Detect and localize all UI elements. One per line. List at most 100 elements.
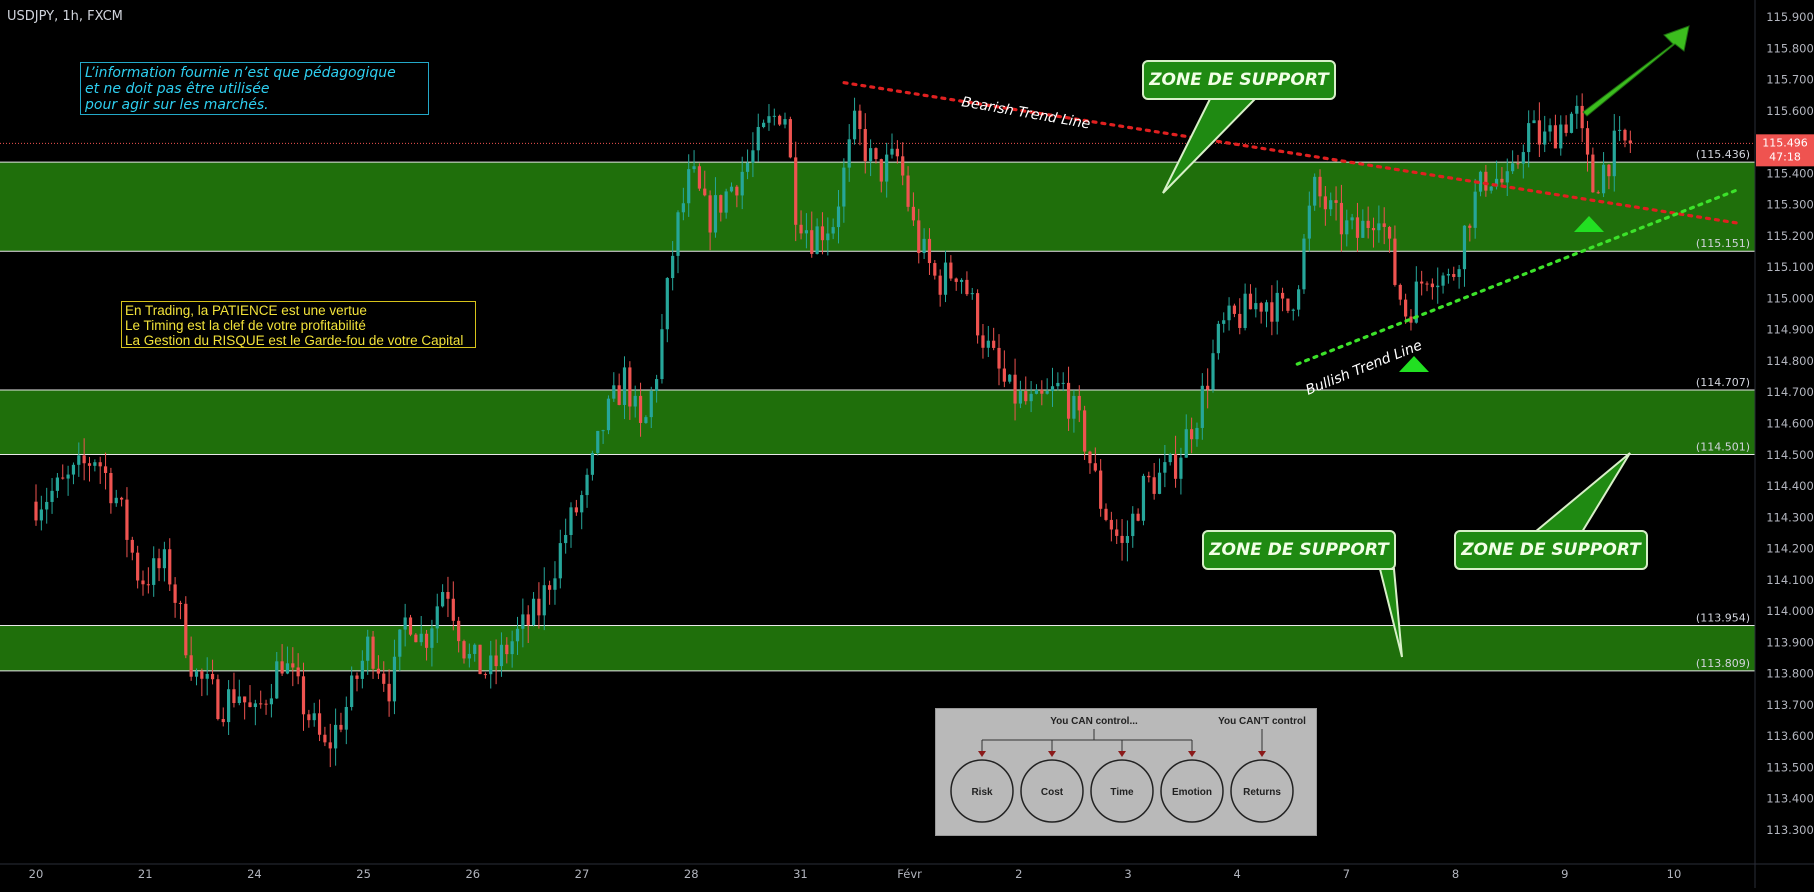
bear-candle-body: [1066, 382, 1071, 419]
bull-candle-body: [729, 186, 734, 192]
bear-candle-body: [494, 655, 498, 667]
support-zone-band: [0, 162, 1755, 252]
bull-candle-body: [751, 150, 755, 163]
bull-candle-body: [1350, 217, 1354, 221]
bear-candle-body: [1393, 238, 1397, 285]
bull-candle-body: [596, 430, 600, 453]
bear-candle-body: [997, 347, 1001, 369]
time-tick-label: 27: [575, 867, 590, 881]
bear-candle-body: [1398, 284, 1402, 300]
bear-candle-body: [548, 585, 552, 590]
bull-candle-body: [1548, 125, 1552, 132]
bull-candle-body: [1179, 457, 1183, 479]
price-tick-label: 113.800: [1766, 667, 1814, 681]
bull-candle-body: [1008, 374, 1012, 382]
bear-candle-body: [34, 501, 38, 521]
bull-candle-body: [39, 509, 43, 521]
symbol-title[interactable]: USDJPY, 1h, FXCM: [7, 9, 123, 24]
bear-candle-body: [387, 683, 391, 702]
bull-candle-body: [275, 661, 279, 699]
bear-candle-body: [1286, 298, 1290, 311]
price-tick-label: 113.900: [1766, 635, 1814, 649]
bull-candle-body: [1297, 289, 1301, 310]
bear-candle-body: [424, 633, 429, 648]
bull-candle-body: [1575, 105, 1579, 114]
cant-control-label: You CAN'T control: [1218, 716, 1306, 727]
bull-candle-body: [227, 689, 231, 723]
bear-candle-body: [301, 676, 306, 715]
bull-candle-body: [970, 293, 974, 295]
bear-candle-body: [243, 696, 247, 703]
bull-candle-body: [398, 629, 402, 657]
price-tick-label: 114.000: [1766, 604, 1814, 618]
bull-candle-body: [804, 230, 809, 234]
last-price-countdown: 47:18: [1769, 150, 1801, 163]
bear-candle-body: [906, 175, 910, 207]
bear-candle-body: [323, 734, 327, 743]
price-tick-label: 113.400: [1766, 792, 1814, 806]
bull-candle-body: [681, 203, 685, 213]
bull-candle-body: [852, 110, 857, 140]
price-tick-label: 114.100: [1766, 573, 1814, 587]
bull-candle-body: [1195, 427, 1199, 440]
price-tick-label: 113.300: [1766, 823, 1814, 837]
bull-candle-body: [1446, 274, 1451, 276]
bull-candle-body: [590, 452, 595, 475]
bull-candle-body: [831, 227, 835, 234]
bull-candle-body: [1302, 238, 1306, 290]
bear-candle-body: [1152, 477, 1156, 494]
price-tick-label: 115.400: [1766, 166, 1814, 180]
price-tick-label: 114.600: [1766, 417, 1814, 431]
bull-candle-body: [601, 430, 605, 432]
bear-candle-body: [1366, 220, 1370, 228]
bear-candle-body: [173, 584, 177, 603]
zone-top-level-label: (113.954): [1696, 611, 1750, 624]
time-tick-label: 9: [1561, 867, 1568, 881]
bull-candle-body: [633, 395, 637, 407]
bear-candle-body: [1115, 529, 1119, 536]
support-zone-band: [0, 390, 1755, 455]
wisdom-line: La Gestion du RISQUE est le Garde-fou de…: [125, 333, 464, 348]
bull-candle-body: [1569, 113, 1574, 133]
bear-candle-body: [1083, 410, 1087, 452]
bull-candle-body: [1478, 171, 1483, 192]
bull-candle-body: [564, 535, 568, 544]
bull-candle-body: [473, 644, 477, 654]
bear-candle-body: [1093, 463, 1097, 471]
bull-candle-body: [360, 660, 364, 679]
bear-candle-body: [232, 689, 236, 704]
bull-candle-body: [826, 233, 830, 241]
price-tick-label: 115.800: [1766, 41, 1814, 55]
bear-candle-body: [280, 661, 284, 674]
price-tick-label: 115.100: [1766, 260, 1814, 274]
bear-candle-body: [1099, 470, 1103, 509]
bear-candle-body: [200, 671, 204, 679]
price-tick-label: 114.800: [1766, 354, 1814, 368]
bear-candle-body: [1484, 171, 1488, 191]
bull-candle-body: [713, 195, 718, 233]
bear-candle-body: [719, 195, 723, 213]
bull-candle-body: [350, 675, 354, 707]
bear-candle-body: [296, 667, 300, 677]
bear-candle-body: [1334, 200, 1338, 203]
bull-candle-body: [1200, 385, 1204, 428]
last-price-tag-bg: [1756, 134, 1814, 167]
bull-candle-body: [671, 255, 675, 279]
bullish-breakout-arrow: [1582, 25, 1690, 117]
bull-candle-body: [943, 262, 948, 295]
bull-candle-body: [655, 379, 659, 391]
bear-candle-body: [810, 230, 814, 254]
bear-candle-body: [1537, 120, 1541, 145]
bull-candle-body: [55, 477, 60, 491]
bull-candle-body: [334, 724, 338, 749]
zone-bottom-level-label: (114.501): [1696, 440, 1750, 453]
bear-candle-body: [451, 598, 455, 621]
bear-candle-body: [938, 275, 942, 295]
bear-candle-body: [574, 507, 578, 513]
bull-candle-body: [1254, 303, 1258, 310]
price-tick-label: 113.700: [1766, 698, 1814, 712]
time-axis[interactable]: 20 21 24 25 26 27 28 31 Févr 2 3 4 7 8 9 10: [29, 867, 1682, 881]
bear-candle-body: [1409, 316, 1413, 323]
